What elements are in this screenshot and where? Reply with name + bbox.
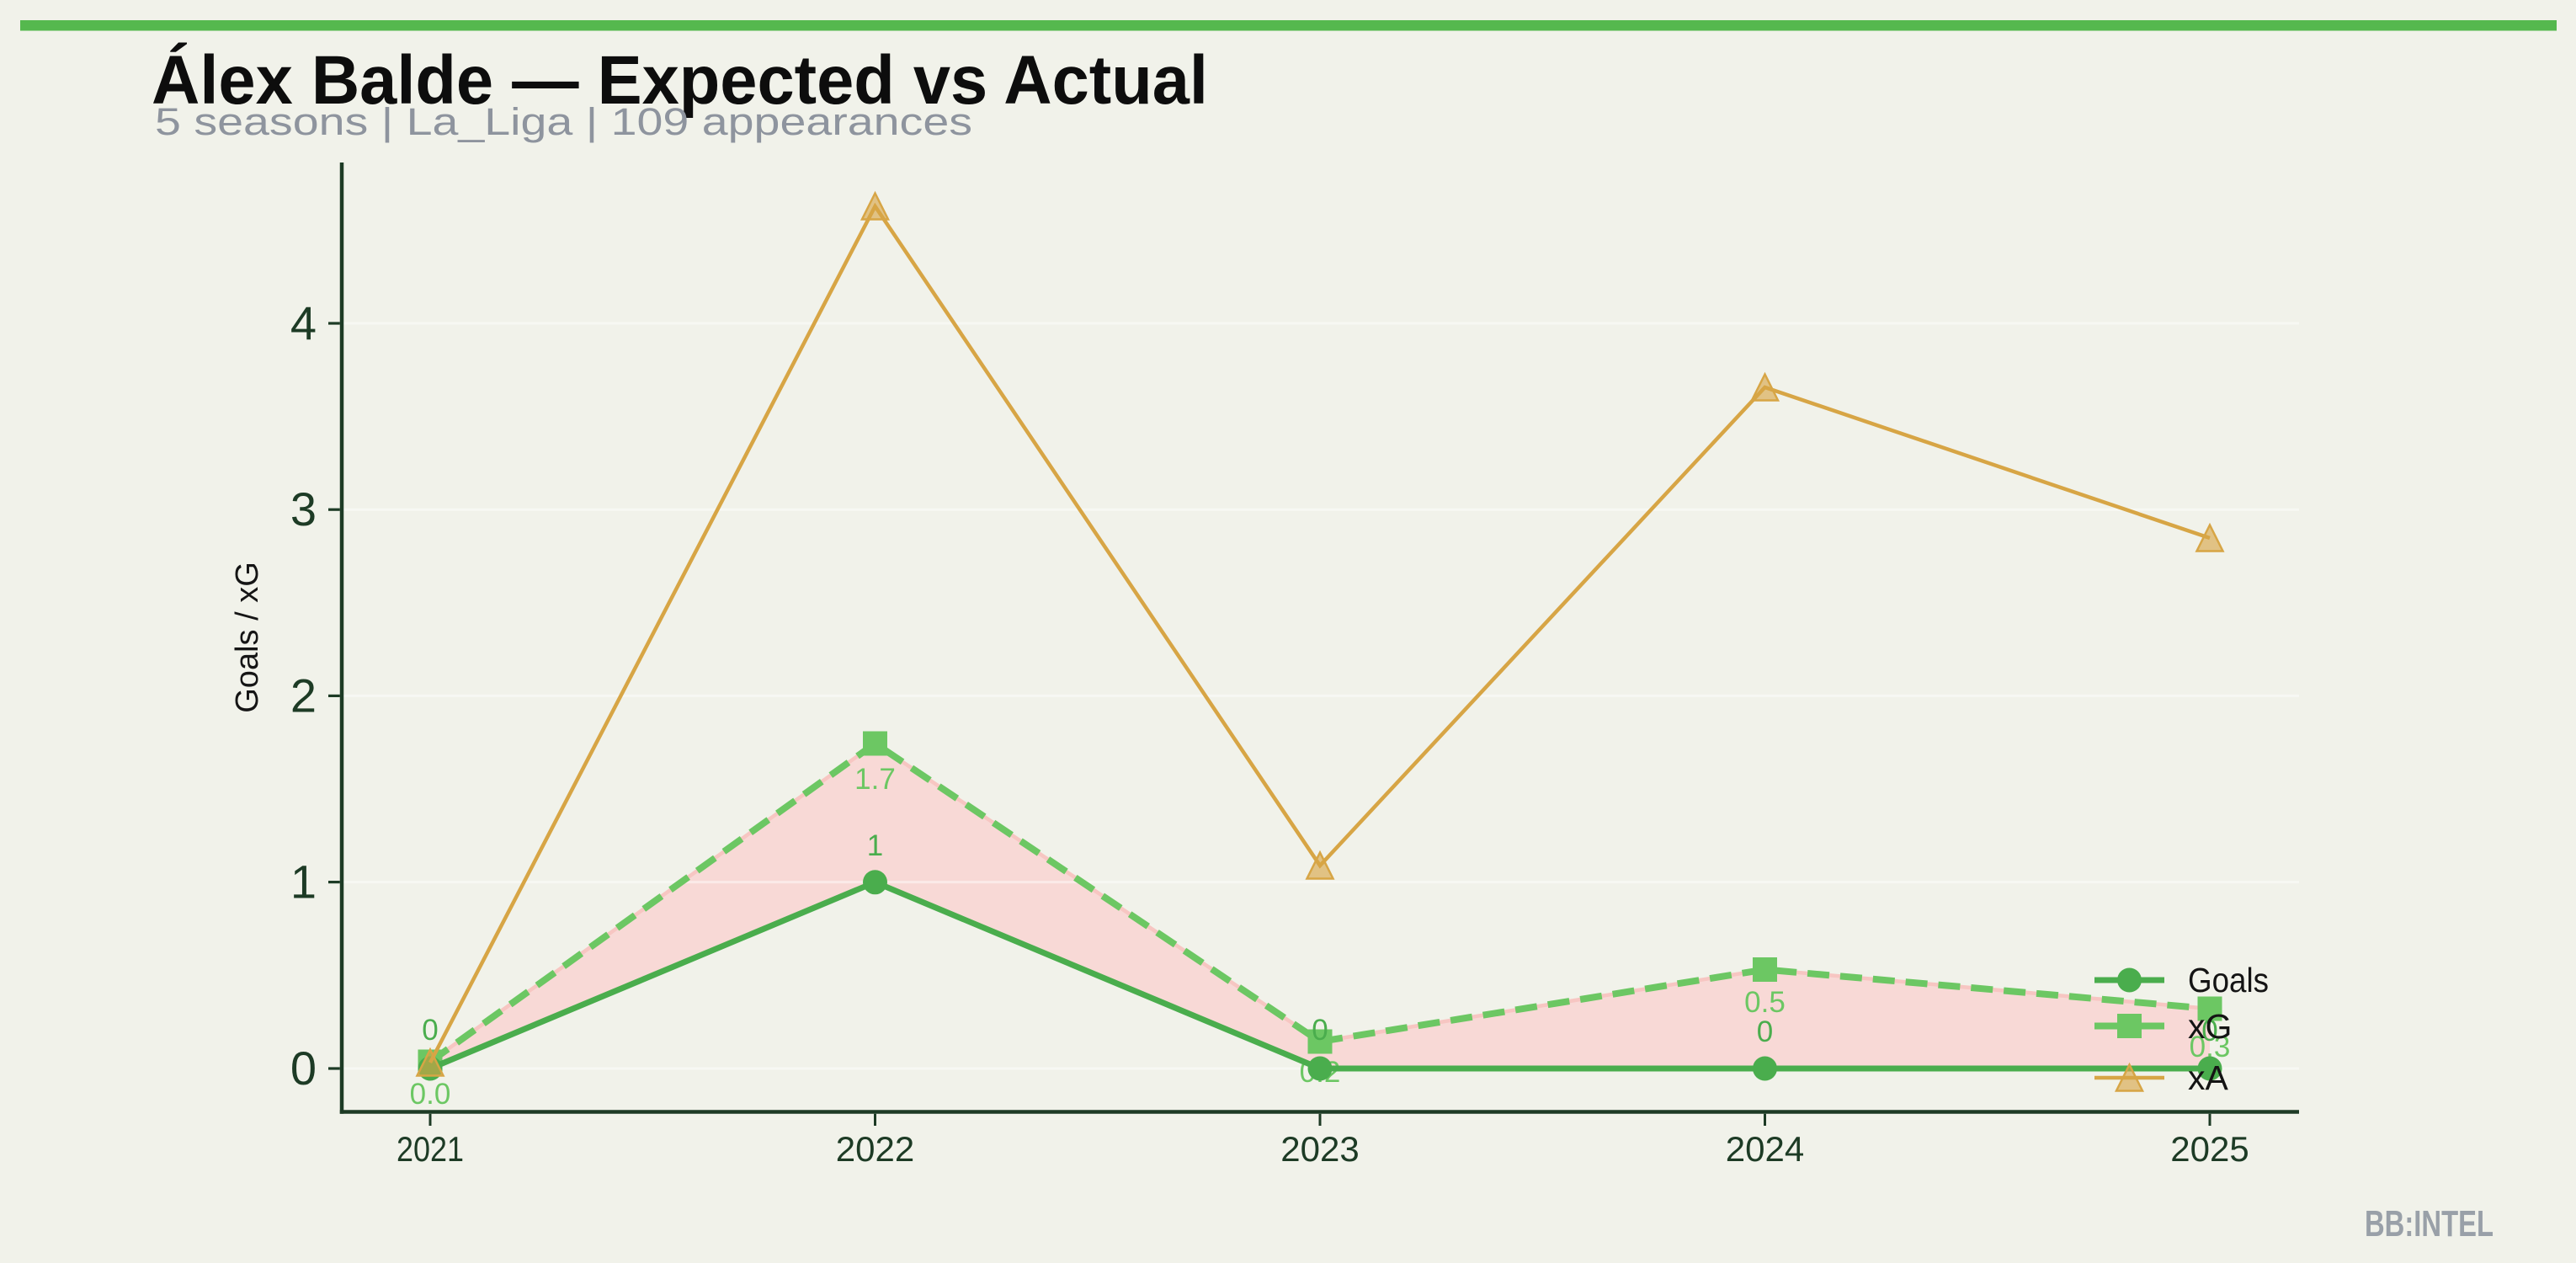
- svg-text:3: 3: [290, 482, 317, 536]
- svg-text:xG: xG: [2188, 1007, 2232, 1046]
- svg-text:xA: xA: [2188, 1058, 2229, 1097]
- svg-text:0: 0: [1312, 1014, 1328, 1047]
- svg-text:2021: 2021: [397, 1129, 464, 1169]
- svg-text:1.7: 1.7: [854, 763, 896, 796]
- svg-text:0: 0: [290, 1042, 317, 1095]
- svg-text:BB:INTEL: BB:INTEL: [2365, 1203, 2494, 1244]
- svg-text:1: 1: [290, 855, 317, 909]
- svg-text:0: 0: [2201, 1015, 2217, 1047]
- svg-text:0: 0: [422, 1014, 438, 1047]
- svg-text:0: 0: [1757, 1015, 1773, 1048]
- svg-text:2022: 2022: [836, 1129, 914, 1169]
- svg-text:2024: 2024: [1726, 1129, 1804, 1169]
- svg-text:Goals: Goals: [2188, 961, 2269, 999]
- svg-text:2025: 2025: [2170, 1129, 2249, 1169]
- svg-text:0.5: 0.5: [1744, 986, 1786, 1019]
- svg-text:Álex Balde — Expected vs Actua: Álex Balde — Expected vs Actual: [152, 42, 1208, 119]
- svg-text:2: 2: [290, 669, 317, 722]
- svg-text:Goals / xG: Goals / xG: [230, 562, 265, 713]
- svg-text:4: 4: [290, 296, 317, 349]
- svg-text:1: 1: [867, 829, 883, 862]
- svg-text:2023: 2023: [1280, 1129, 1359, 1169]
- svg-text:0.0: 0.0: [410, 1078, 451, 1111]
- svg-text:5 seasons | La_Liga | 109 appe: 5 seasons | La_Liga | 109 appearances: [155, 100, 972, 143]
